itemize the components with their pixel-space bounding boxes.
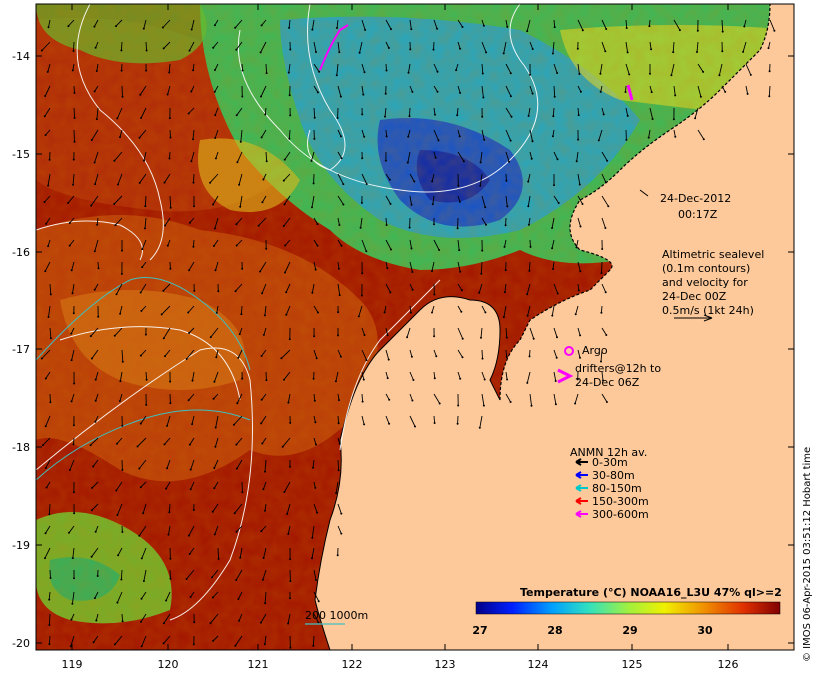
- time-label: 00:17Z: [678, 208, 718, 221]
- drifters-line-1: drifters@12h to: [575, 362, 661, 375]
- x-tick-label: 123: [435, 658, 456, 671]
- argo-label: Argo: [582, 344, 608, 357]
- drifter-marker: [557, 368, 574, 384]
- anmn-item-label: 80-150m: [592, 482, 642, 495]
- x-tick-label: 122: [342, 658, 363, 671]
- y-tick-label: -17: [12, 343, 30, 356]
- x-tick-label: 119: [62, 658, 83, 671]
- y-tick-label: -15: [12, 148, 30, 161]
- colorbar-tick: 29: [622, 624, 637, 637]
- x-tick-label: 121: [248, 658, 269, 671]
- isobath-label: 200 1000m: [305, 609, 368, 622]
- colorbar-title: Temperature (°C) NOAA16_L3U 47% ql>=2: [520, 586, 782, 599]
- anmn-title: ANMN 12h av.: [570, 446, 647, 459]
- x-tick-label: 124: [528, 658, 549, 671]
- x-tick-label: 120: [158, 658, 179, 671]
- colorbar-tick: 28: [547, 624, 562, 637]
- date-label: 24-Dec-2012: [660, 192, 731, 205]
- altimetry-line-1: Altimetric sealevel: [662, 248, 764, 261]
- anmn-item-label: 0-30m: [592, 456, 628, 469]
- colorbar-gradient: [475, 601, 781, 615]
- x-tick-label: 125: [622, 658, 643, 671]
- drifters-line-2: 24-Dec 06Z: [575, 376, 640, 389]
- altimetry-line-5: 0.5m/s (1kt 24h): [662, 304, 754, 317]
- x-axis: 119 120 121 122 123 124 125 126: [62, 4, 739, 671]
- anmn-item-label: 150-300m: [592, 495, 649, 508]
- velocity-arrows: [40, 19, 776, 649]
- altimetry-line-4: 24-Dec 00Z: [662, 290, 727, 303]
- y-tick-label: -14: [12, 50, 30, 63]
- altimetry-legend: Altimetric sealevel (0.1m contours) and …: [662, 248, 764, 322]
- y-tick-label: -16: [12, 246, 30, 259]
- y-tick-label: -18: [12, 441, 30, 454]
- anmn-item-label: 300-600m: [592, 508, 649, 521]
- credit-text: © IMOS 06-Apr-2015 03:51:12 Hobart time: [802, 447, 813, 662]
- altimetry-line-2: (0.1m contours): [662, 262, 750, 275]
- colorbar-tick: 27: [472, 624, 487, 637]
- drifters-legend: drifters@12h to 24-Dec 06Z: [557, 362, 661, 389]
- land-mass: [315, 4, 794, 650]
- colorbar-tick: 30: [697, 624, 713, 637]
- y-axis: -14 -15 -16 -17 -18 -19 -20: [12, 50, 794, 650]
- y-tick-label: -19: [12, 539, 30, 552]
- y-tick-label: -20: [12, 637, 30, 650]
- altimetry-line-3: and velocity for: [662, 276, 748, 289]
- argo-legend: Argo: [564, 344, 608, 357]
- x-tick-label: 126: [718, 658, 739, 671]
- argo-marker: [564, 346, 574, 356]
- anmn-legend: ANMN 12h av. 0-30m30-80m80-150m150-300m3…: [570, 446, 649, 521]
- isobath-legend: 200 1000m: [305, 609, 368, 625]
- sst-field: [36, 4, 794, 650]
- colorbar: Temperature (°C) NOAA16_L3U 47% ql>=2 27…: [472, 586, 781, 637]
- anmn-item-label: 30-80m: [592, 469, 635, 482]
